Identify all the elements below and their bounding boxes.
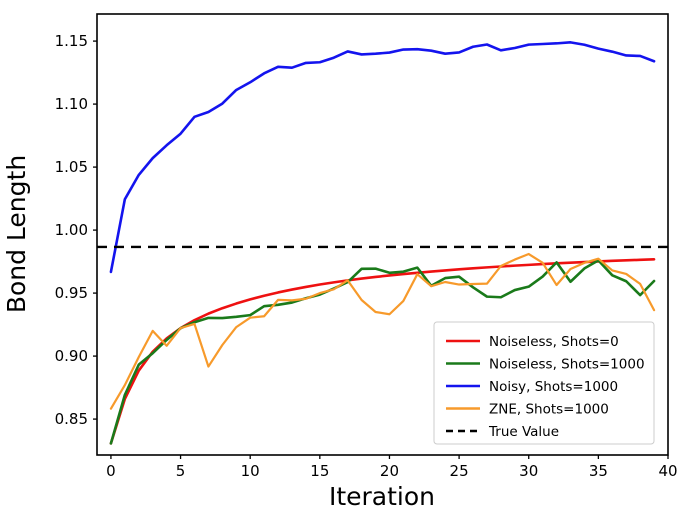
y-tick-label: 0.90 — [55, 347, 88, 365]
y-tick-label: 0.95 — [55, 284, 88, 302]
y-axis-title: Bond Length — [2, 155, 31, 313]
x-tick-label: 10 — [241, 462, 260, 480]
y-tick-label: 1.15 — [55, 32, 88, 50]
x-tick-label: 25 — [450, 462, 469, 480]
legend-label: True Value — [488, 424, 559, 440]
legend-label: Noisy, Shots=1000 — [489, 379, 618, 395]
y-tick-label: 0.85 — [55, 410, 88, 428]
x-tick-label: 15 — [310, 462, 329, 480]
legend-label: Noiseless, Shots=1000 — [489, 357, 645, 373]
series-line — [109, 258, 656, 445]
x-tick-label: 40 — [658, 462, 677, 480]
legend-label: ZNE, Shots=1000 — [489, 402, 609, 418]
x-axis-title: Iteration — [329, 482, 435, 511]
legend-box — [433, 321, 655, 445]
x-tick-label: 30 — [519, 462, 538, 480]
x-axis-ticks: 0 5 10 15 20 25 30 35 40 — [106, 455, 678, 480]
x-tick-label: 5 — [176, 462, 186, 480]
x-tick-label: 35 — [589, 462, 608, 480]
plot-frame — [96, 13, 669, 456]
y-tick-label: 1.10 — [55, 95, 88, 113]
series-line — [109, 252, 656, 410]
legend-label: Noiseless, Shots=0 — [489, 334, 619, 350]
series-line — [109, 259, 656, 445]
y-tick-label: 1.00 — [55, 221, 88, 239]
y-tick-label: 1.05 — [55, 158, 88, 176]
series-line — [109, 41, 656, 274]
x-tick-label: 20 — [380, 462, 399, 480]
y-axis-ticks: 0.85 0.90 0.95 1.00 1.05 1.10 1.15 — [55, 32, 97, 428]
x-tick-label: 0 — [106, 462, 116, 480]
data-series-group — [109, 41, 656, 445]
chart-legend: Noiseless, Shots=0 Noiseless, Shots=1000 N… — [433, 321, 655, 445]
